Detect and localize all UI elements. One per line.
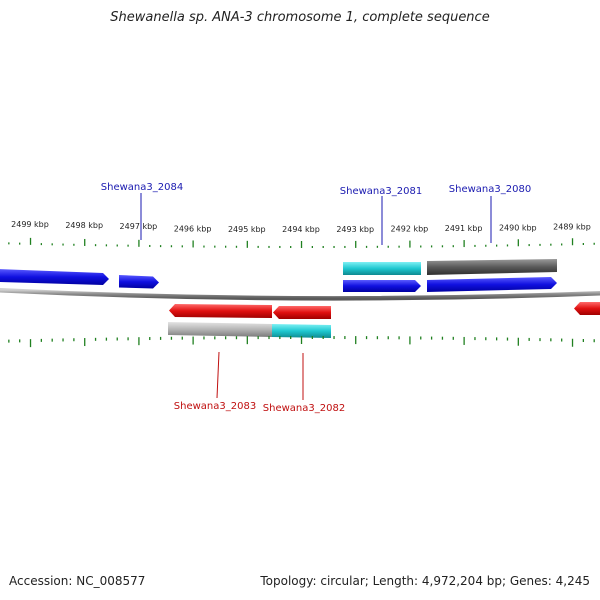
gene-arrow-right-edge[interactable] — [574, 302, 600, 315]
tick-label: 2492 kbp — [391, 225, 429, 234]
chromosome-backbone — [0, 287, 600, 301]
tick-label: 2491 kbp — [445, 224, 483, 233]
tick-label: 2497 kbp — [120, 222, 158, 231]
gene-arrow-shewana3-2084[interactable] — [119, 275, 159, 289]
tick-label: 2495 kbp — [228, 225, 266, 234]
dark-feature-shewana3-2080[interactable] — [427, 259, 557, 275]
tick-label: 2496 kbp — [174, 224, 212, 233]
genome-summary-text: Topology: circular; Length: 4,972,204 bp… — [260, 574, 590, 588]
gene-arrow-shewana3-2080[interactable] — [427, 277, 557, 292]
tick-labels: 2499 kbp 2498 kbp 2497 kbp 2496 kbp 2495 kbp… — [11, 220, 591, 234]
gene-label-shewana3-2080[interactable]: Shewana3_2080 — [449, 184, 531, 195]
leader-line-shewana3-2083 — [216, 351, 220, 399]
tick-label: 2498 kbp — [65, 221, 103, 230]
light-feature-shewana3-2083[interactable] — [168, 322, 272, 337]
gene-label-shewana3-2083[interactable]: Shewana3_2083 — [174, 401, 256, 412]
cyan-feature-shewana3-2082[interactable] — [272, 324, 331, 338]
gene-arrow-shewana3-2081[interactable] — [343, 280, 421, 292]
cyan-feature-shewana3-2081[interactable] — [343, 262, 421, 275]
gene-arrow-left-edge[interactable] — [0, 269, 109, 285]
map-title: Shewanella sp. ANA-3 chromosome 1, compl… — [110, 10, 490, 25]
accession-text: Accession: NC_008577 — [9, 574, 146, 588]
gene-arrow-shewana3-2083[interactable] — [169, 304, 272, 318]
tick-label: 2494 kbp — [282, 225, 320, 234]
upper-tick-scale — [8, 237, 595, 248]
gene-arrow-shewana3-2082[interactable] — [273, 306, 331, 319]
tick-label: 2499 kbp — [11, 220, 49, 229]
gene-label-shewana3-2082[interactable]: Shewana3_2082 — [263, 403, 345, 414]
gene-label-shewana3-2081[interactable]: Shewana3_2081 — [340, 186, 422, 197]
tick-label: 2493 kbp — [336, 225, 374, 234]
tick-label: 2490 kbp — [499, 223, 537, 232]
gene-label-shewana3-2084[interactable]: Shewana3_2084 — [101, 182, 183, 193]
tick-label: 2489 kbp — [553, 222, 591, 231]
lower-tick-scale — [8, 336, 595, 348]
